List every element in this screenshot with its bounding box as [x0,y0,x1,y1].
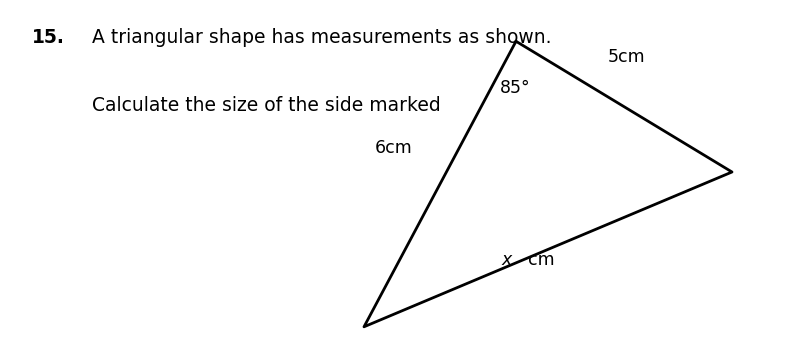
Text: 5cm: 5cm [608,48,646,66]
Text: x: x [502,251,512,269]
Text: A triangular shape has measurements as shown.: A triangular shape has measurements as s… [92,28,551,46]
Text: cm: cm [528,251,554,269]
Text: 85°: 85° [500,79,530,97]
Text: 6cm: 6cm [374,139,412,157]
Text: Calculate the size of the side marked: Calculate the size of the side marked [92,96,446,115]
Text: 15.: 15. [32,28,65,46]
